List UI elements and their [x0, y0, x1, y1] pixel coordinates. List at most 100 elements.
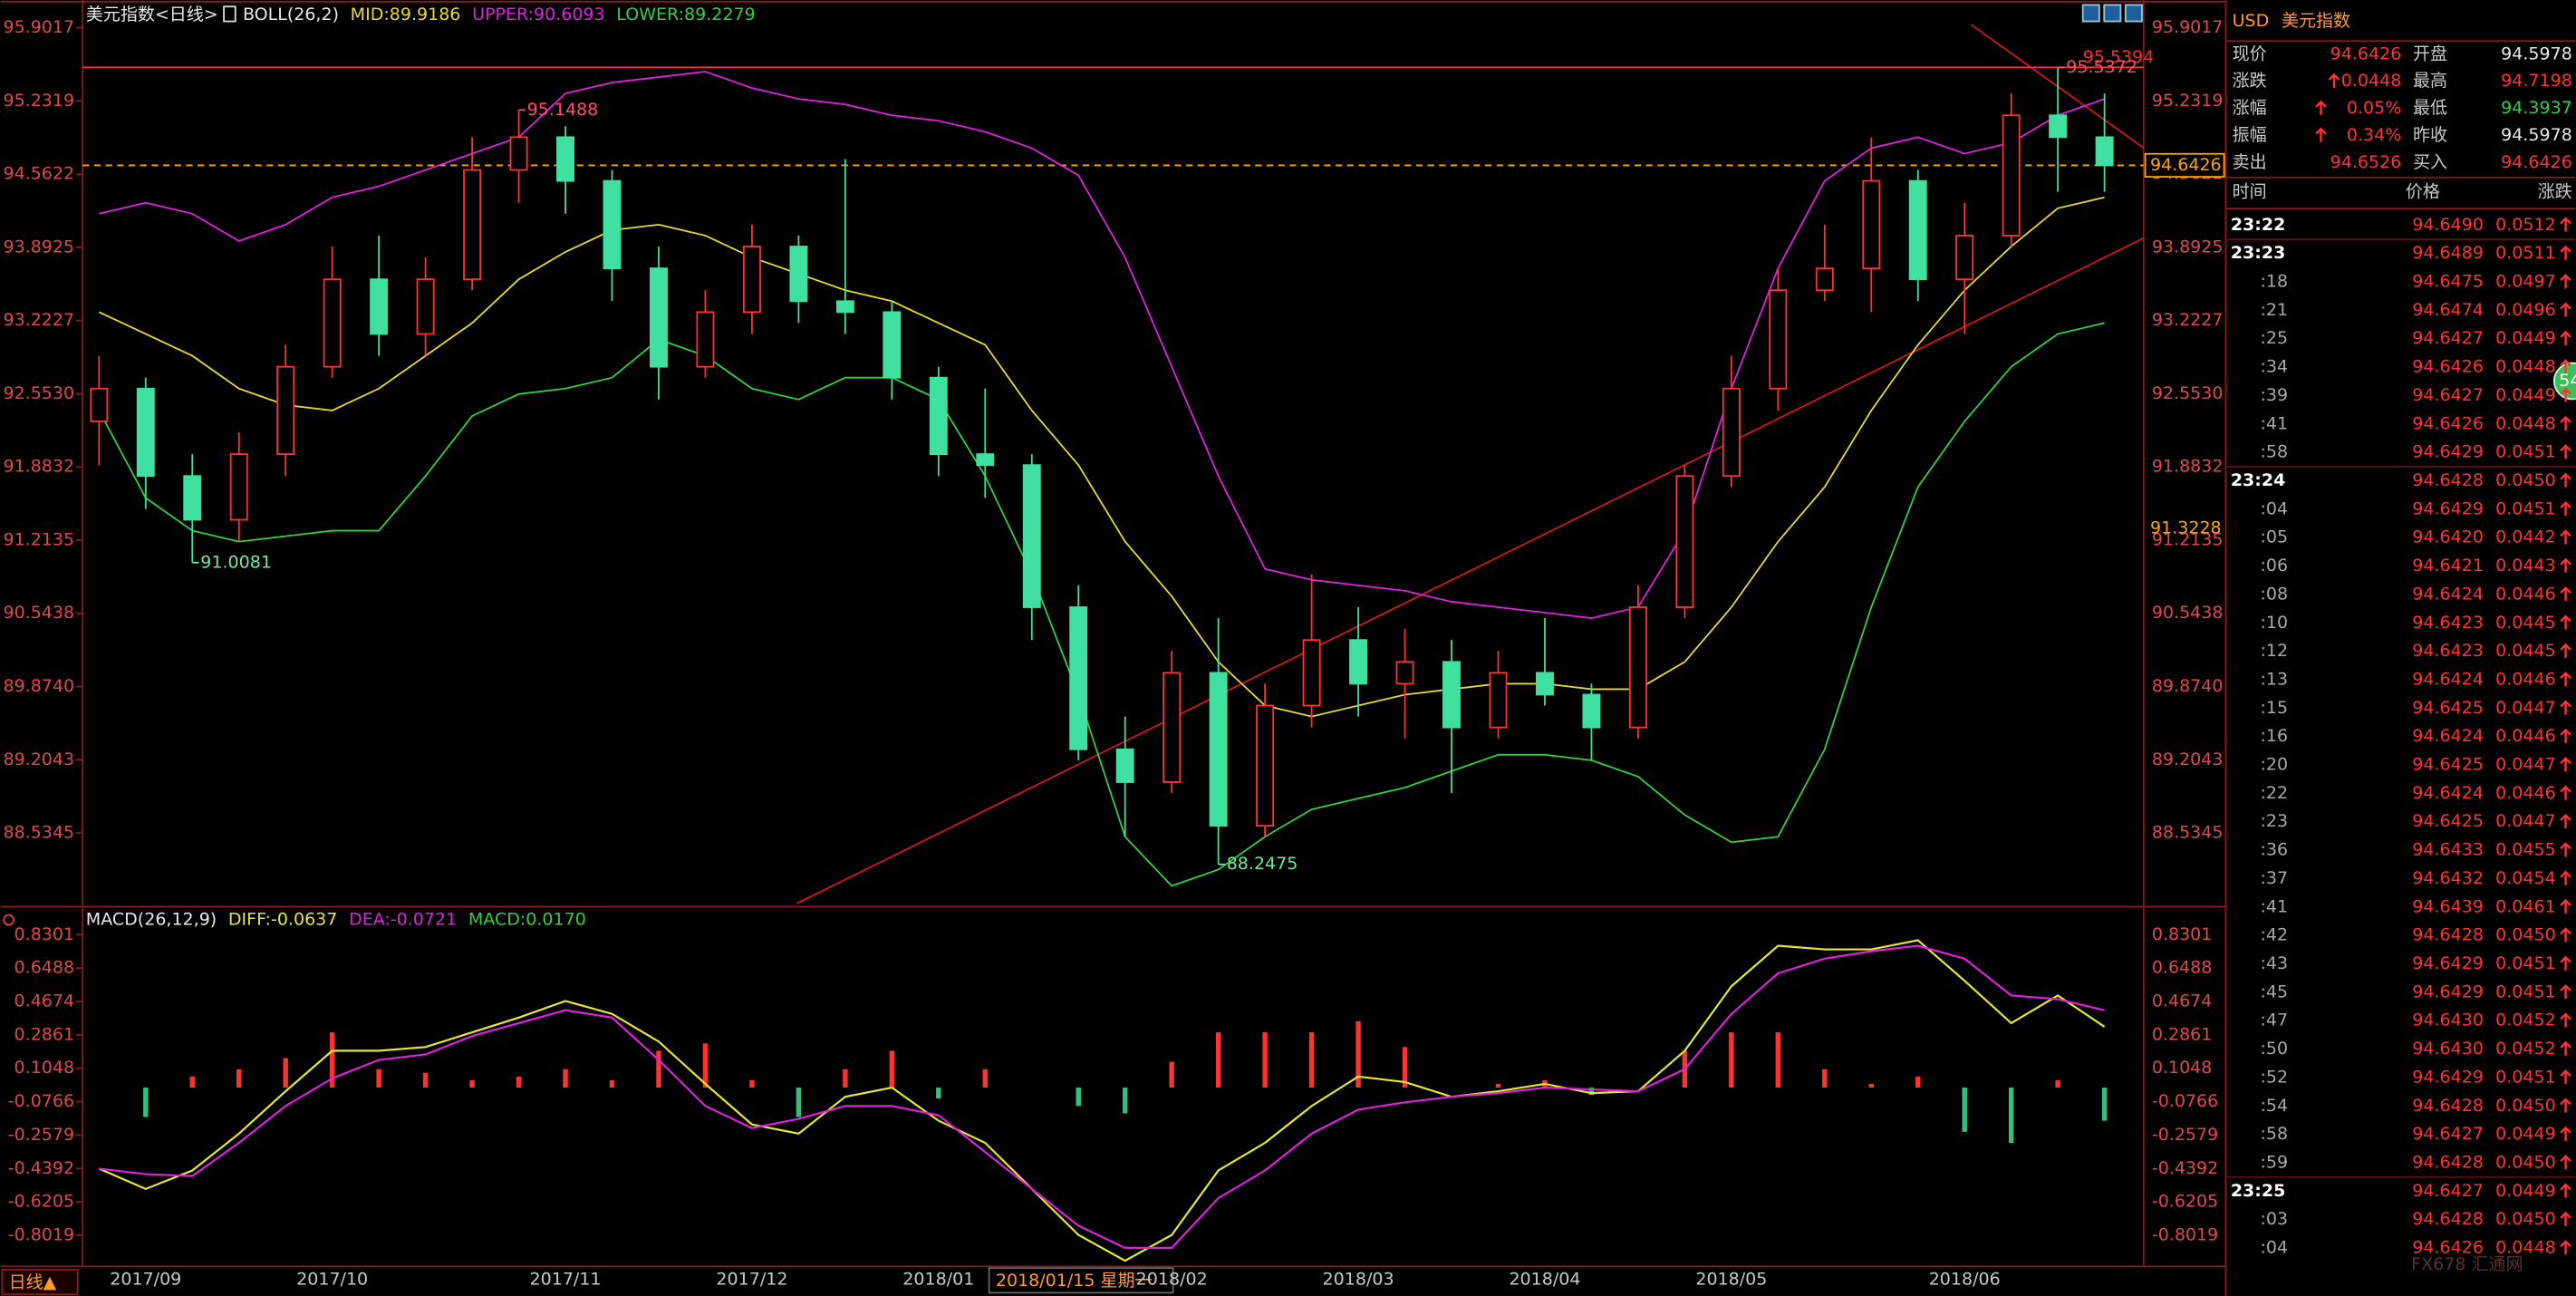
- x-tick-label: 2017/11: [530, 1269, 602, 1289]
- tick-time: :21: [2260, 300, 2288, 320]
- up-arrow: [2560, 472, 2571, 488]
- quote-label: 昨收: [2413, 125, 2447, 145]
- candle-body: [603, 179, 622, 270]
- tick-time: :59: [2260, 1153, 2288, 1173]
- quote-value: 94.5978: [2501, 125, 2572, 145]
- histogram-bar: [889, 1050, 895, 1088]
- x-tick-label: 2018/03: [1323, 1269, 1394, 1289]
- tick-change: 0.0445: [2495, 613, 2556, 633]
- panel-icon[interactable]: [3, 914, 14, 926]
- up-arrow: [2560, 813, 2571, 829]
- up-arrow: [2560, 1040, 2571, 1056]
- up-arrow: [2315, 127, 2327, 142]
- histogram-bar: [1915, 1076, 1921, 1088]
- up-arrow: [2560, 898, 2571, 914]
- candle-body: [1349, 639, 1368, 685]
- legend-item: DEA:-0.0721: [349, 909, 457, 929]
- quote-value: 94.6426: [2330, 44, 2402, 63]
- tick-price: 94.6424: [2412, 669, 2484, 689]
- tick-change: 0.0497: [2495, 272, 2556, 292]
- y-tick-label: -0.2579: [2152, 1125, 2218, 1145]
- up-arrow: [2315, 100, 2327, 115]
- tick-time: :06: [2260, 556, 2288, 575]
- tick-change: 0.0449: [2495, 1181, 2556, 1201]
- tick-price: 94.6428: [2412, 470, 2484, 490]
- candle-body: [2002, 114, 2021, 237]
- quote-label: 涨幅: [2233, 98, 2267, 118]
- quote-value: 94.7198: [2501, 71, 2572, 91]
- x-tick-label: 2018/05: [1695, 1269, 1767, 1289]
- quote-value: 94.5978: [2501, 44, 2572, 63]
- quote-label: 现价: [2233, 44, 2267, 63]
- tick-time: :52: [2260, 1067, 2288, 1087]
- y-tick-label: 95.9017: [3, 17, 74, 37]
- y-tick-label: 91.2135: [3, 529, 74, 549]
- badge-label[interactable]: 54: [2559, 371, 2576, 391]
- up-arrow: [2560, 614, 2571, 630]
- tick-time: :58: [2260, 442, 2288, 462]
- legend-item: UPPER:90.6093: [472, 5, 605, 24]
- y-tick-label: -0.8019: [2152, 1225, 2218, 1245]
- tick-change: 0.0454: [2495, 868, 2556, 888]
- up-arrow: [2560, 387, 2571, 402]
- tick-price: 94.6474: [2412, 300, 2484, 320]
- x-tick-label: 2018/02: [1136, 1269, 1208, 1289]
- period-button[interactable]: [1, 1269, 79, 1296]
- tick-price: 94.6424: [2412, 783, 2484, 803]
- up-arrow: [2560, 444, 2571, 459]
- quote-label: 买入: [2413, 152, 2447, 172]
- candle-body: [90, 387, 109, 422]
- candle-body: [1628, 606, 1647, 729]
- quote-value: 0.34%: [2347, 125, 2401, 145]
- reference-label: 95.5394: [2083, 47, 2155, 67]
- y-tick-label: 0.1048: [14, 1058, 75, 1078]
- tick-change: 0.0452: [2495, 1011, 2556, 1030]
- up-arrow: [2560, 415, 2571, 431]
- up-arrow: [2560, 1069, 2571, 1085]
- tick-change: 0.0446: [2495, 584, 2556, 604]
- high-label: 95.1488: [527, 100, 599, 120]
- legend-item: MID:89.9186: [351, 5, 461, 24]
- histogram-bar: [516, 1076, 522, 1088]
- legend-item: 美元指数<日线>: [86, 5, 218, 24]
- window-button[interactable]: [2124, 4, 2143, 23]
- tick-price: 94.6429: [2412, 498, 2484, 518]
- tick-price: 94.6424: [2412, 584, 2484, 604]
- up-arrow: [2560, 955, 2571, 971]
- y-tick-label: 0.4674: [2152, 991, 2213, 1011]
- candle-body: [416, 278, 435, 335]
- tick-time: :34: [2260, 357, 2288, 377]
- tick-change: 0.0448: [2495, 1238, 2556, 1258]
- tick-change: 0.0448: [2495, 357, 2556, 377]
- tick-change: 0.0452: [2495, 1039, 2556, 1059]
- tick-time: :10: [2260, 613, 2288, 633]
- tick-time: :45: [2260, 982, 2288, 1001]
- y-tick-label: 89.8740: [3, 676, 74, 696]
- floating-badge[interactable]: [2552, 362, 2576, 401]
- up-arrow: [2560, 728, 2571, 743]
- y-tick-label: 93.2227: [2152, 310, 2224, 330]
- up-arrow: [2560, 1240, 2571, 1255]
- tick-time: :42: [2260, 925, 2288, 945]
- quote-label: 开盘: [2413, 44, 2447, 63]
- cursor-label: 2018/01/15 星期一: [996, 1271, 1153, 1291]
- tick-change: 0.0446: [2495, 726, 2556, 746]
- histogram-bar: [1402, 1047, 1408, 1088]
- tick-change: 0.0451: [2495, 442, 2556, 462]
- tick-price: 94.6425: [2412, 755, 2484, 775]
- tick-change: 0.0450: [2495, 1153, 2556, 1173]
- y-tick-label: -0.4392: [8, 1158, 74, 1178]
- histogram-bar: [1076, 1088, 1081, 1107]
- window-button[interactable]: [2103, 4, 2122, 23]
- tick-price: 94.6424: [2412, 726, 2484, 746]
- y-tick-label: -0.8019: [8, 1225, 74, 1245]
- tick-price: 94.6428: [2412, 1096, 2484, 1116]
- tick-price: 94.6425: [2412, 811, 2484, 831]
- histogram-bar: [656, 1050, 661, 1088]
- period-button-label[interactable]: 日线▲: [9, 1272, 57, 1292]
- cursor-tooltip: [988, 1267, 1174, 1294]
- up-arrow: [2560, 643, 2571, 658]
- window-button[interactable]: [2081, 4, 2100, 23]
- tick-time: :23: [2260, 811, 2288, 831]
- candle-body: [2095, 136, 2114, 167]
